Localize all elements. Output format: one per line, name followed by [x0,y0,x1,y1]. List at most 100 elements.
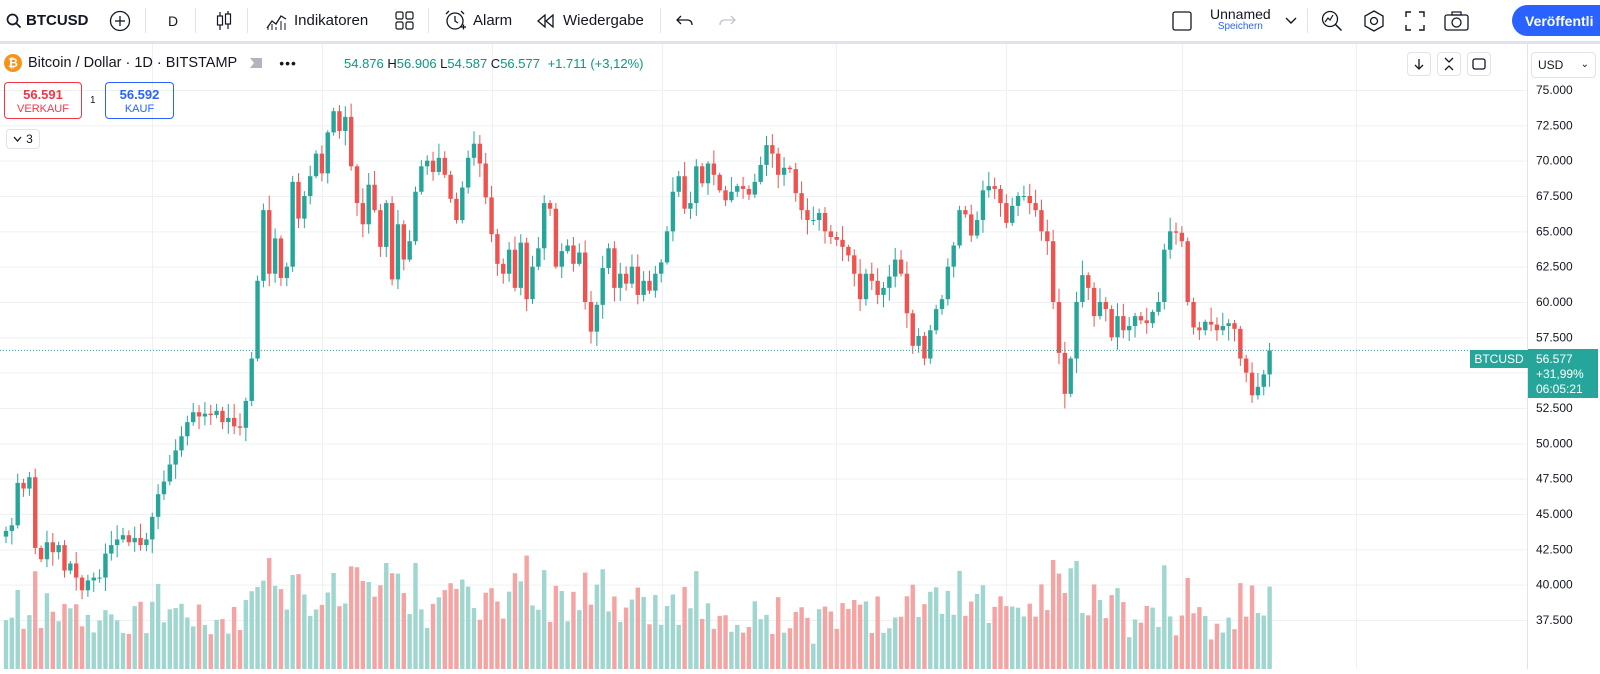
volume-bar [811,643,816,669]
candle [21,478,26,497]
candle [161,470,167,500]
candlestick-chart[interactable] [0,44,1527,669]
layout-menu-button[interactable]: Unnamed Speichern [1210,6,1271,32]
volume-bar [114,620,120,669]
candle [425,155,430,175]
top-toolbar: BTCUSD D Indikatoren Alarm Wiedergabe Un… [0,0,1600,44]
symbol-search-button[interactable]: BTCUSD [6,0,89,41]
snapshot-button[interactable] [1444,0,1469,41]
candle [828,224,834,245]
volume-bar [916,616,921,669]
volume-bar [185,617,190,669]
last-price-label: 56.577 +31,99% 06:05:21 [1528,349,1598,398]
volume-bar [208,634,213,669]
volume-bar [425,627,430,669]
bar-countdown: 06:05:21 [1536,382,1583,396]
maximize-pane-button[interactable] [1467,52,1491,76]
volume-bar [735,624,740,669]
candle [986,171,991,198]
candle [1138,311,1144,325]
volume-bar [1267,586,1272,669]
candle [799,181,804,220]
alert-button[interactable]: Alarm [444,0,512,41]
candle [530,255,535,304]
volume-bar [337,606,342,669]
volume-bar [1203,615,1208,669]
volume-bar [1027,603,1032,669]
redo-button[interactable] [718,0,736,41]
buy-button[interactable]: 56.592 KAUF [105,82,174,119]
scroll-down-button[interactable] [1407,52,1431,76]
collapse-pane-button[interactable] [1437,52,1461,76]
candle [255,275,260,362]
volume-bar [852,599,857,669]
candle [366,173,371,234]
volume-bar [939,613,945,669]
flag-icon[interactable] [249,57,263,69]
plus-circle-icon [109,10,131,31]
volume-bar [44,593,50,669]
candle [1255,372,1261,400]
layout-dropdown-button[interactable] [1285,0,1297,41]
candle [208,404,213,425]
volume-bar [33,571,38,669]
candle [79,575,85,600]
interval-button[interactable]: D [168,0,178,41]
candle [770,134,775,168]
candle [1249,362,1255,403]
candle [594,301,600,347]
undo-button[interactable] [676,0,694,41]
volume-bar [986,622,991,669]
volume-bar [237,630,243,669]
legend-title[interactable]: Bitcoin / Dollar · 1D · BITSTAMP [28,55,238,71]
indicators-collapse-button[interactable]: 3 [6,129,40,149]
candle [296,173,301,228]
volume-bar [571,591,576,669]
chart-pane[interactable] [0,44,1527,669]
volume-bar [664,606,670,669]
candle [267,195,272,287]
candle [243,397,249,442]
fullscreen-button[interactable] [1405,0,1425,41]
sell-button[interactable]: 56.591 VERKAUF [4,82,82,119]
volume-bar [214,619,219,669]
publish-button[interactable]: Veröffentli [1512,5,1600,36]
compare-add-button[interactable] [109,0,131,41]
candle [56,541,61,560]
candle [781,157,787,186]
candle [916,328,921,353]
volume-bar [1045,610,1050,669]
candle [413,186,418,245]
candle [869,262,874,291]
candle [1185,237,1190,306]
volume-bar [881,632,886,669]
candle [389,196,395,286]
candle [1127,317,1132,341]
legend-more-button[interactable]: ••• [279,55,297,71]
volume-bar [600,569,605,669]
currency-select[interactable]: USD ⌄ [1531,52,1596,78]
quick-search-button[interactable] [1321,0,1343,41]
replay-button[interactable]: Wiedergabe [537,0,644,41]
settings-button[interactable] [1363,0,1385,41]
change-value: +1.711 (+3,12%) [547,56,644,71]
layout-checkbox[interactable] [1172,0,1192,41]
candle [705,161,711,195]
candle [214,403,219,419]
replay-label: Wiedergabe [563,12,644,29]
indicators-button[interactable]: Indikatoren [266,0,368,41]
search-icon [6,13,22,28]
chart-type-button[interactable] [214,0,234,41]
volume-bar [1208,639,1214,669]
volume-bar [173,608,178,669]
separator [1307,8,1308,33]
volume-bar [1197,607,1202,669]
maximize-icon [1472,58,1486,70]
volume-bar [56,621,61,669]
templates-button[interactable] [395,0,414,41]
candle [635,254,640,305]
candle [811,206,816,226]
volume-bar [372,596,377,669]
price-tick-label: 52.500 [1536,401,1573,415]
volume-bar [512,573,518,669]
